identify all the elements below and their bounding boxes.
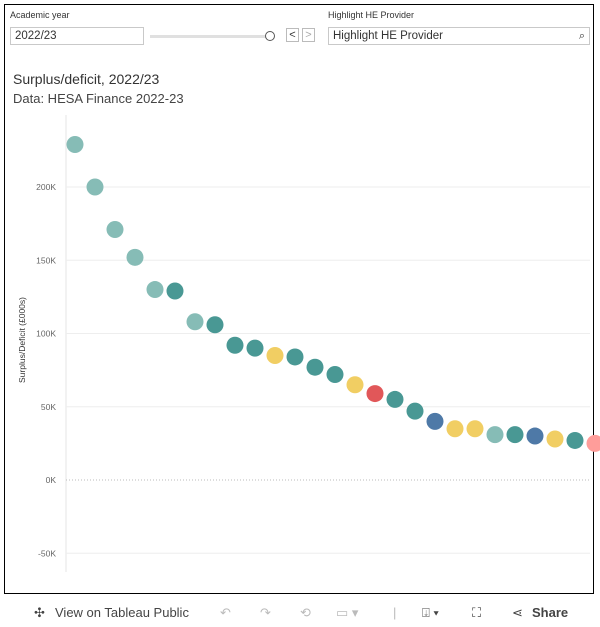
y-tick-label: 150K [36,255,56,265]
data-point[interactable] [86,178,104,196]
undo-icon[interactable]: ↶ [220,605,231,620]
share-button[interactable]: Share [532,605,569,620]
revert-icon[interactable]: ⟲ [300,605,311,620]
chart-title: Surplus/deficit, 2022/23 [13,71,160,87]
data-point[interactable] [266,346,284,364]
scatter-chart: 200K 150K 100K 50K 0K -50K Surplus/Deficit (£0… [17,115,600,572]
year-input[interactable]: 2022/23 [10,27,144,45]
data-point[interactable] [306,358,324,376]
year-slider-handle[interactable] [265,31,275,41]
data-point[interactable] [446,420,464,438]
provider-filter-label: Highlight HE Provider [328,10,415,20]
toolbar-divider: | [393,605,397,620]
data-point[interactable] [526,427,544,445]
data-point[interactable] [586,434,600,452]
fullscreen-icon[interactable]: ⛶ [472,605,482,620]
data-point[interactable] [126,248,144,266]
y-tick-label: 50K [41,402,56,412]
y-tick-label: 100K [36,329,56,339]
tableau-logo-icon: ✣ [34,605,45,620]
y-tick-label: -50K [38,548,56,558]
data-point[interactable] [366,385,384,403]
y-tick-label: 0K [46,475,57,485]
data-point[interactable] [466,420,484,438]
prev-year-button[interactable]: < [286,28,299,42]
data-point[interactable] [286,348,304,366]
next-year-button[interactable]: > [302,28,315,42]
data-point[interactable] [186,313,204,331]
data-point[interactable] [146,281,164,299]
share-icon[interactable]: ⋖ [512,605,523,620]
provider-placeholder: Highlight HE Provider [333,30,443,42]
year-filter-label: Academic year [10,10,70,20]
data-point[interactable] [206,316,224,334]
data-point[interactable] [386,390,404,408]
data-point[interactable] [346,376,364,394]
download-icon[interactable]: ⍗ ▾ [422,605,439,620]
data-point[interactable] [326,366,344,384]
provider-search-input[interactable]: Highlight HE Provider ⌕ [328,27,590,45]
data-point[interactable] [406,402,424,420]
data-point[interactable] [506,426,524,444]
data-point[interactable] [166,282,184,300]
chart-subtitle: Data: HESA Finance 2022-23 [13,91,184,106]
data-point[interactable] [246,339,264,357]
data-point[interactable] [486,426,504,444]
data-point[interactable] [566,431,584,449]
view-on-tableau-link[interactable]: View on Tableau Public [55,605,189,620]
search-icon: ⌕ [578,30,585,42]
year-slider[interactable] [150,35,270,38]
refresh-icon[interactable]: ▭ ▾ [336,605,359,620]
redo-icon[interactable]: ↷ [260,605,271,620]
data-point[interactable] [106,220,124,238]
y-tick-label: 200K [36,182,56,192]
y-axis-label: Surplus/Deficit (£000s) [17,297,27,383]
data-point[interactable] [546,430,564,448]
viz-frame [4,4,594,594]
data-point[interactable] [426,412,444,430]
data-point[interactable] [226,336,244,354]
tableau-toolbar: ✣ View on Tableau Public ↶ ↷ ⟲ ▭ ▾ | ⍗ ▾… [0,600,600,627]
data-point[interactable] [66,136,84,154]
